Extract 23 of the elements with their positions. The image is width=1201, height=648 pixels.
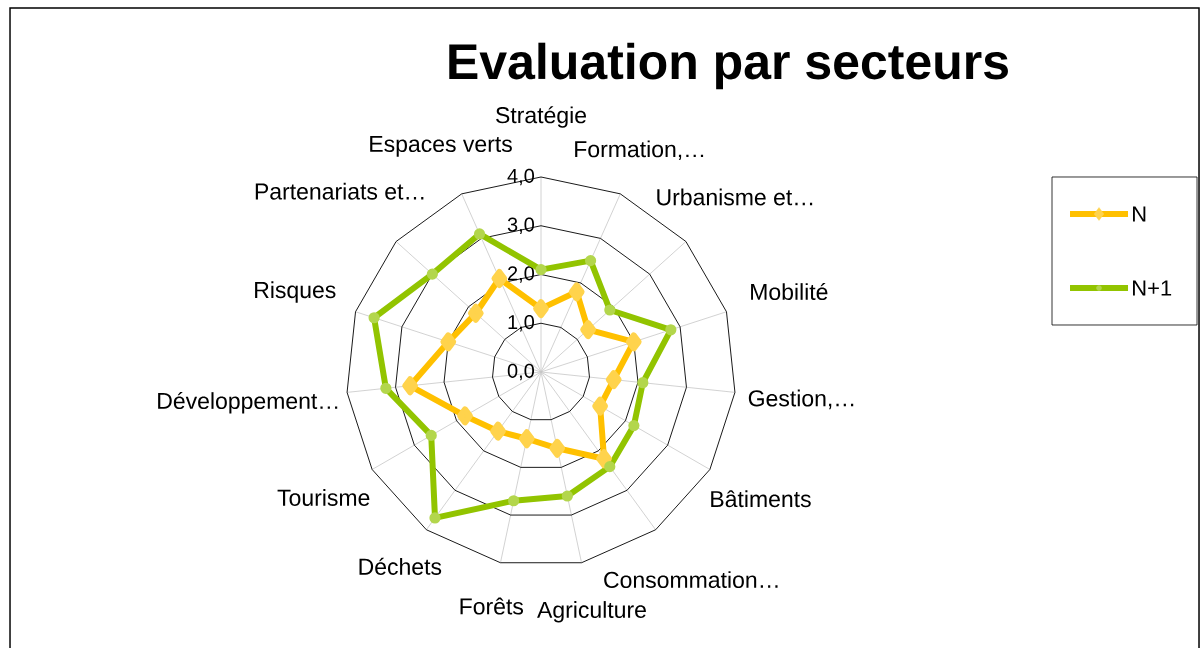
y-tick-label: 2,0	[508, 266, 535, 283]
spoke-label: Urbanisme et…	[657, 188, 813, 206]
chart-title: Evaluation par secteurs	[449, 42, 1008, 90]
spoke-label: Stratégie	[496, 106, 587, 128]
legend-label: N+1	[1133, 280, 1172, 296]
spoke-label: Mobilité	[751, 282, 828, 301]
y-tick-label: 4,0	[507, 168, 535, 186]
spoke-label: Partenariats et…	[255, 182, 424, 200]
y-tick-label: 0,0	[507, 363, 535, 381]
spoke-label: Gestion,…	[748, 389, 854, 410]
legend-label: N	[1133, 206, 1146, 222]
spoke-label: Bâtiments	[711, 490, 811, 508]
y-tick-label: 3,0	[507, 217, 535, 235]
spoke-label: Consommation…	[604, 571, 778, 589]
spoke-label: Tourisme	[277, 489, 370, 506]
spoke-label: Déchets	[359, 557, 442, 575]
spoke-label: Agriculture	[537, 601, 646, 623]
spoke-label: Formation,…	[575, 140, 704, 161]
spoke-label: Développement…	[158, 391, 338, 414]
spoke-label: Espaces verts	[370, 136, 512, 157]
y-tick-label: 1,0	[508, 314, 535, 332]
spoke-label: Risques	[255, 281, 336, 303]
spoke-label: Forêts	[460, 597, 524, 615]
